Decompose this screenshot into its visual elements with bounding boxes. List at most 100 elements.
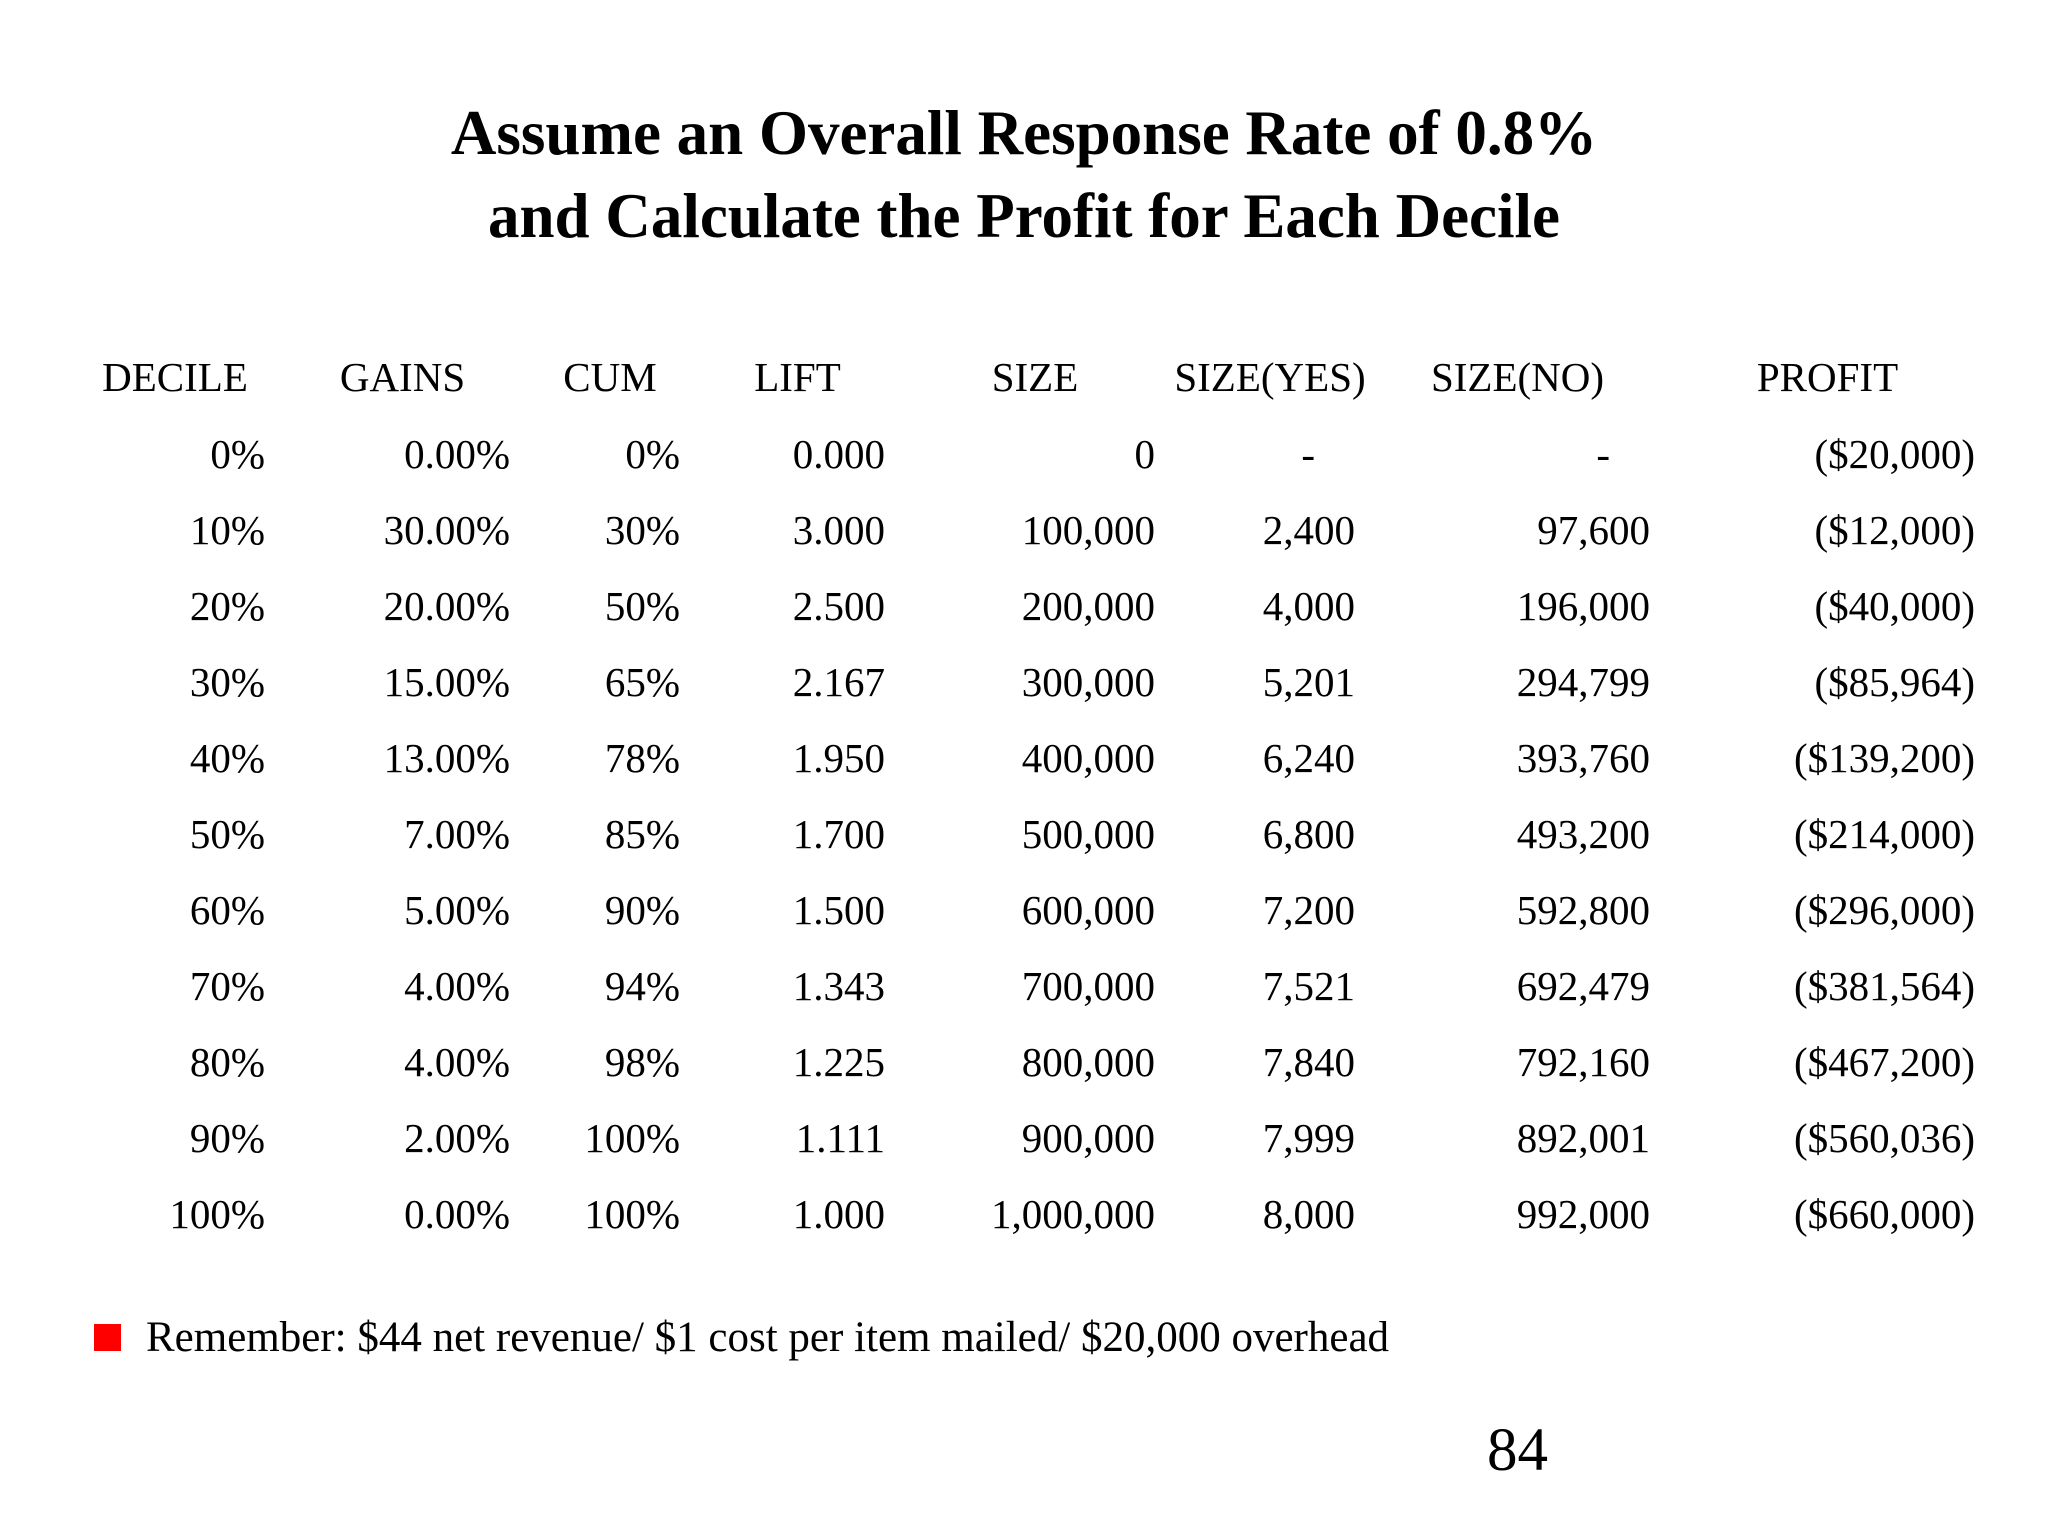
cell-size: 100,000	[1021, 507, 1155, 553]
cell-profit: ($139,200)	[1793, 735, 1975, 781]
cell-profit: ($214,000)	[1793, 811, 1975, 857]
cell-profit: ($660,000)	[1793, 1191, 1975, 1237]
cell-decile: 20%	[189, 583, 265, 629]
cell-lift: 1.950	[792, 735, 885, 781]
column-header-decile: DECILE	[102, 354, 248, 400]
decile-table: DECILE GAINS CUM LIFT SIZE SIZE(YES) SIZ…	[70, 338, 1990, 1252]
column-header-size-yes: SIZE(YES)	[1174, 354, 1366, 400]
table-row: 40% 13.00% 78% 1.950 400,000 6,240 393,7…	[70, 720, 1990, 796]
cell-size-yes: 6,240	[1262, 735, 1355, 781]
cell-cum: 100%	[584, 1191, 680, 1237]
cell-decile: 80%	[189, 1039, 265, 1085]
column-header-cum: CUM	[563, 354, 657, 400]
cell-size-yes: 7,999	[1262, 1115, 1355, 1161]
column-header-lift: LIFT	[754, 354, 841, 400]
cell-profit: ($296,000)	[1793, 887, 1975, 933]
cell-lift: 1.111	[795, 1115, 885, 1161]
cell-lift: 2.500	[792, 583, 885, 629]
table-row: 60% 5.00% 90% 1.500 600,000 7,200 592,80…	[70, 872, 1990, 948]
cell-decile: 100%	[169, 1191, 265, 1237]
cell-lift: 1.225	[792, 1039, 885, 1085]
cell-size-no: 592,800	[1516, 887, 1650, 933]
cell-gains: 15.00%	[383, 659, 510, 705]
table-row: 70% 4.00% 94% 1.343 700,000 7,521 692,47…	[70, 948, 1990, 1024]
cell-size: 300,000	[1021, 659, 1155, 705]
cell-cum: 85%	[604, 811, 680, 857]
slide-title-line-2: and Calculate the Profit for Each Decile	[488, 181, 1560, 252]
cell-size-yes: 7,521	[1262, 963, 1355, 1009]
cell-size-yes: -	[1301, 431, 1315, 477]
cell-profit: ($12,000)	[1814, 507, 1975, 553]
cell-lift: 1.500	[792, 887, 885, 933]
cell-cum: 50%	[604, 583, 680, 629]
cell-size-no: 294,799	[1516, 659, 1650, 705]
table-row: 30% 15.00% 65% 2.167 300,000 5,201 294,7…	[70, 644, 1990, 720]
table-row: 50% 7.00% 85% 1.700 500,000 6,800 493,20…	[70, 796, 1990, 872]
cell-decile: 90%	[189, 1115, 265, 1161]
cell-cum: 100%	[584, 1115, 680, 1161]
column-header-size: SIZE	[991, 354, 1079, 400]
cell-gains: 5.00%	[404, 887, 510, 933]
cell-lift: 1.343	[792, 963, 885, 1009]
cell-size-yes: 2,400	[1262, 507, 1355, 553]
column-header-gains: GAINS	[339, 354, 466, 400]
cell-lift: 3.000	[792, 507, 885, 553]
cell-gains: 4.00%	[404, 1039, 510, 1085]
cell-size-yes: 7,200	[1262, 887, 1355, 933]
cell-profit: ($85,964)	[1814, 659, 1975, 705]
cell-gains: 30.00%	[383, 507, 510, 553]
footnote: Remember: $44 net revenue/ $1 cost per i…	[94, 1312, 1389, 1364]
column-header-profit: PROFIT	[1756, 354, 1899, 400]
footnote-text: Remember: $44 net revenue/ $1 cost per i…	[146, 1314, 1390, 1361]
cell-decile: 0%	[210, 431, 265, 477]
cell-size-yes: 5,201	[1262, 659, 1355, 705]
cell-cum: 94%	[604, 963, 680, 1009]
cell-size-no: 792,160	[1516, 1039, 1650, 1085]
cell-size: 400,000	[1021, 735, 1155, 781]
cell-cum: 90%	[604, 887, 680, 933]
cell-cum: 78%	[604, 735, 680, 781]
cell-gains: 0.00%	[404, 1191, 510, 1237]
cell-profit: ($467,200)	[1793, 1039, 1975, 1085]
cell-lift: 0.000	[792, 431, 885, 477]
cell-size: 700,000	[1021, 963, 1155, 1009]
cell-size-no: 892,001	[1516, 1115, 1650, 1161]
cell-size-no: 992,000	[1516, 1191, 1650, 1237]
cell-size-yes: 6,800	[1262, 811, 1355, 857]
cell-decile: 30%	[189, 659, 265, 705]
slide-title: Assume an Overall Response Rate of 0.8% …	[0, 92, 2048, 258]
cell-size: 600,000	[1021, 887, 1155, 933]
cell-size: 900,000	[1021, 1115, 1155, 1161]
table-row: 20% 20.00% 50% 2.500 200,000 4,000 196,0…	[70, 568, 1990, 644]
table-header-row: DECILE GAINS CUM LIFT SIZE SIZE(YES) SIZ…	[70, 338, 1990, 416]
cell-decile: 50%	[189, 811, 265, 857]
cell-size-no: 393,760	[1516, 735, 1650, 781]
table-row: 10% 30.00% 30% 3.000 100,000 2,400 97,60…	[70, 492, 1990, 568]
column-header-size-no: SIZE(NO)	[1430, 354, 1605, 400]
cell-gains: 7.00%	[404, 811, 510, 857]
cell-size-no: 196,000	[1516, 583, 1650, 629]
cell-size-yes: 7,840	[1262, 1039, 1355, 1085]
cell-cum: 98%	[604, 1039, 680, 1085]
cell-cum: 65%	[604, 659, 680, 705]
cell-gains: 20.00%	[383, 583, 510, 629]
cell-size-no: -	[1596, 431, 1610, 477]
bullet-square-icon	[94, 1324, 121, 1352]
cell-decile: 60%	[189, 887, 265, 933]
slide-title-line-1: Assume an Overall Response Rate of 0.8%	[450, 98, 1598, 168]
cell-cum: 0%	[625, 431, 680, 477]
cell-profit: ($560,036)	[1793, 1115, 1975, 1161]
cell-profit: ($40,000)	[1814, 583, 1975, 629]
cell-profit: ($20,000)	[1814, 431, 1975, 477]
cell-size: 500,000	[1021, 811, 1155, 857]
cell-size: 1,000,000	[991, 1191, 1155, 1237]
cell-size-no: 493,200	[1516, 811, 1650, 857]
cell-lift: 2.167	[792, 659, 885, 705]
cell-decile: 40%	[189, 735, 265, 781]
cell-size: 800,000	[1021, 1039, 1155, 1085]
cell-gains: 2.00%	[404, 1115, 510, 1161]
cell-decile: 70%	[189, 963, 265, 1009]
cell-lift: 1.000	[792, 1191, 885, 1237]
table-row: 90% 2.00% 100% 1.111 900,000 7,999 892,0…	[70, 1100, 1990, 1176]
